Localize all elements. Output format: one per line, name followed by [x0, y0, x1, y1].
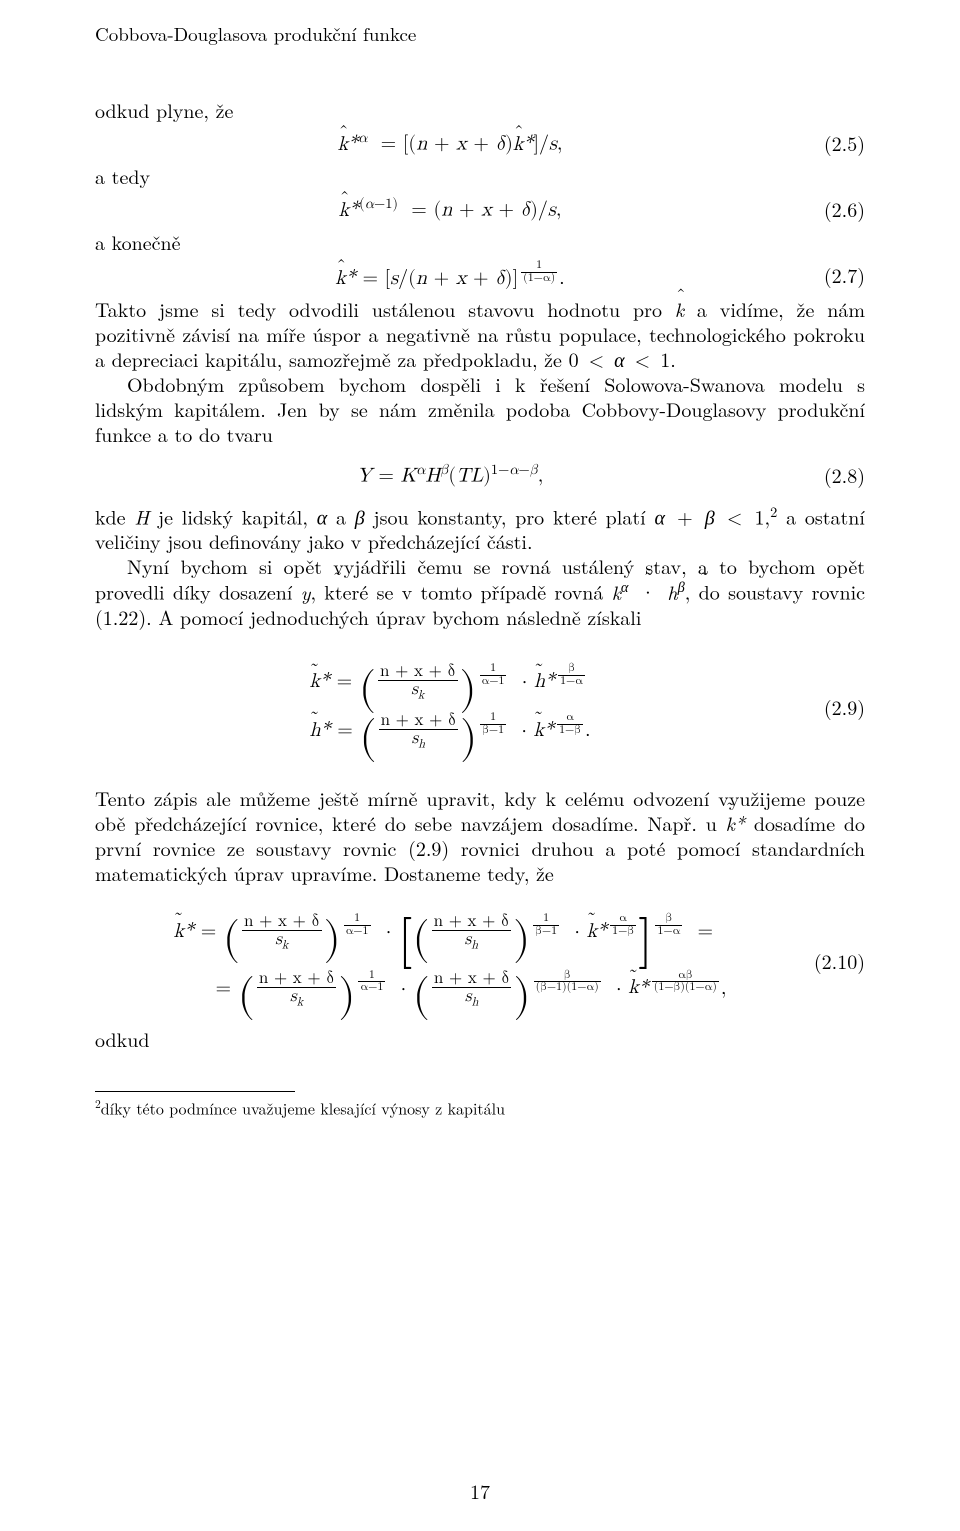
equation-2-6-number: (2.6): [805, 194, 865, 223]
equation-2-10-number: (2.10): [805, 946, 865, 975]
paragraph-this-notation: Tento zápis ale můžeme ještě mírně uprav…: [95, 785, 865, 885]
equation-2-10-formula: k* = (n + x + δsk)1α−1 · [(n + x + δsh)1…: [95, 913, 805, 1009]
paragraph-where-H: kde H je lidský kapitál, α a β jsou kons…: [95, 503, 865, 554]
equation-2-5-number: (2.5): [805, 128, 865, 157]
text-a-tedy: a tedy: [95, 163, 865, 188]
equation-2-7-number: (2.7): [805, 260, 865, 289]
equation-2-8-number: (2.8): [805, 460, 865, 489]
equation-2-6: k*(α−1) = (n + x + δ)/s, (2.6): [95, 194, 865, 223]
equation-2-5-formula: k*α = [(n + x + δ)k*]/s,: [95, 129, 805, 156]
equation-2-9: k* = (n + x + δsk)1α−1 · h*β1−α h* = (n …: [95, 653, 865, 761]
running-head: Cobbova-Douglasova produkční funkce: [95, 20, 865, 47]
equation-2-9-number: (2.9): [805, 692, 865, 721]
footnote-rule: [95, 1091, 295, 1092]
paragraph-now-express: Nyní bychom si opět vyjádřili čemu se ro…: [95, 553, 865, 629]
equation-2-7: k* = [s/(n + x + δ)]1(1−α). (2.7): [95, 260, 865, 290]
equation-2-8-formula: Y = KαHβ(TL)1−α−β,: [95, 461, 805, 488]
equation-2-10: k* = (n + x + δsk)1α−1 · [(n + x + δsh)1…: [95, 913, 865, 1009]
page: Cobbova-Douglasova produkční funkce odku…: [0, 0, 960, 1531]
footnote-2: 2díky této podmínce uvažujeme klesající …: [95, 1096, 865, 1119]
text-odkud: odkud: [95, 1026, 865, 1051]
page-number: 17: [0, 1476, 960, 1505]
paragraph-similar-approach: Obdobným způsobem bychom dospěli i k řeš…: [95, 371, 865, 446]
equation-2-6-formula: k*(α−1) = (n + x + δ)/s,: [95, 195, 805, 222]
equation-2-8: Y = KαHβ(TL)1−α−β, (2.8): [95, 460, 865, 489]
text-a-konecne: a konečně: [95, 229, 865, 254]
paragraph-derivation: Takto jsme si tedy odvodili ustálenou st…: [95, 296, 865, 371]
text-odkud-plyne: odkud plyne, že: [95, 97, 865, 122]
equation-2-9-formula: k* = (n + x + δsk)1α−1 · h*β1−α h* = (n …: [95, 653, 805, 761]
equation-2-5: k*α = [(n + x + δ)k*]/s, (2.5): [95, 128, 865, 157]
equation-2-7-formula: k* = [s/(n + x + δ)]1(1−α).: [95, 260, 805, 290]
